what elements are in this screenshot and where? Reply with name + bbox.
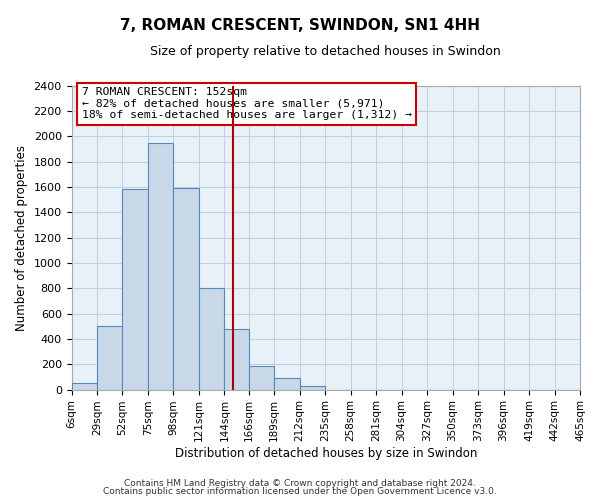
Bar — [224, 329, 249, 390]
Bar — [97, 326, 122, 390]
Bar — [173, 188, 199, 390]
Bar — [199, 288, 224, 390]
Text: Contains HM Land Registry data © Crown copyright and database right 2024.: Contains HM Land Registry data © Crown c… — [124, 479, 476, 488]
X-axis label: Distribution of detached houses by size in Swindon: Distribution of detached houses by size … — [175, 447, 477, 460]
Bar — [71, 384, 97, 390]
Text: 7, ROMAN CRESCENT, SWINDON, SN1 4HH: 7, ROMAN CRESCENT, SWINDON, SN1 4HH — [120, 18, 480, 32]
Text: 7 ROMAN CRESCENT: 152sqm
← 82% of detached houses are smaller (5,971)
18% of sem: 7 ROMAN CRESCENT: 152sqm ← 82% of detach… — [82, 87, 412, 120]
Text: Contains public sector information licensed under the Open Government Licence v3: Contains public sector information licen… — [103, 487, 497, 496]
Title: Size of property relative to detached houses in Swindon: Size of property relative to detached ho… — [151, 45, 501, 58]
Bar — [148, 142, 173, 390]
Bar — [122, 190, 148, 390]
Bar — [249, 366, 274, 390]
Y-axis label: Number of detached properties: Number of detached properties — [15, 144, 28, 330]
Bar — [274, 378, 300, 390]
Bar — [300, 386, 325, 390]
